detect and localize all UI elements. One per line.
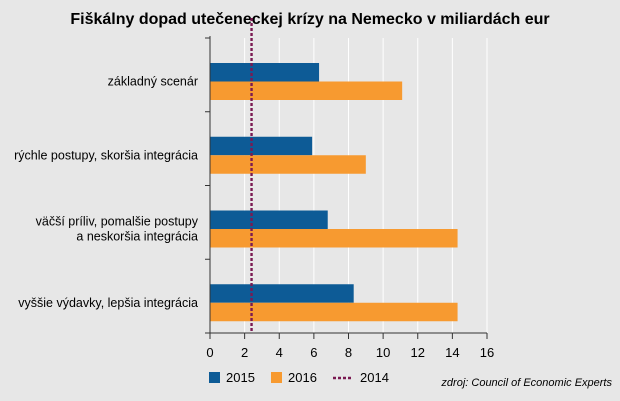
- x-tick-label: 8: [345, 345, 352, 360]
- bar-2016-1: [210, 81, 403, 100]
- x-tick-label: 6: [310, 345, 317, 360]
- axes: 0 2 4 6 8 10 12 14 16: [205, 36, 494, 360]
- legend-label-2014: 2014: [360, 370, 389, 385]
- bar-2015-1: [210, 63, 320, 82]
- bar-2016-4: [210, 302, 458, 322]
- category-label: vyššie výdavky, lepšia integrácia: [18, 296, 198, 310]
- bars: [210, 63, 458, 322]
- legend-label-2015: 2015: [226, 370, 255, 385]
- category-label: rýchle postupy, skoršia integrácia: [14, 148, 198, 162]
- legend-swatch-2015: [209, 372, 220, 383]
- chart-title: Fiškálny dopad utečeneckej krízy na Neme…: [70, 11, 549, 28]
- x-tick-label: 0: [206, 345, 213, 360]
- legend-swatch-2016: [271, 372, 282, 383]
- x-tick-label: 4: [276, 345, 283, 360]
- category-label: základný scenár: [108, 75, 198, 89]
- x-tick-label: 14: [445, 345, 459, 360]
- x-tick-label: 10: [376, 345, 390, 360]
- x-tick-label: 12: [411, 345, 425, 360]
- category-labels: základný scenár rýchle postupy, skoršia i…: [14, 75, 199, 310]
- category-label: väčší príliv, pomalšie postupy: [36, 215, 199, 229]
- x-tick-label: 2: [241, 345, 248, 360]
- bar-2016-3: [210, 229, 458, 248]
- bar-2016-2: [210, 155, 366, 174]
- bar-2015-2: [210, 136, 313, 156]
- legend-label-2016: 2016: [288, 370, 317, 385]
- bar-2015-3: [210, 210, 328, 229]
- x-tick-label: 16: [480, 345, 494, 360]
- bar-2015-4: [210, 284, 354, 303]
- category-label: a neskoršia integrácia: [76, 230, 198, 244]
- source-note: zdroj: Council of Economic Experts: [440, 377, 612, 389]
- legend: 2015 2016 2014: [209, 370, 389, 385]
